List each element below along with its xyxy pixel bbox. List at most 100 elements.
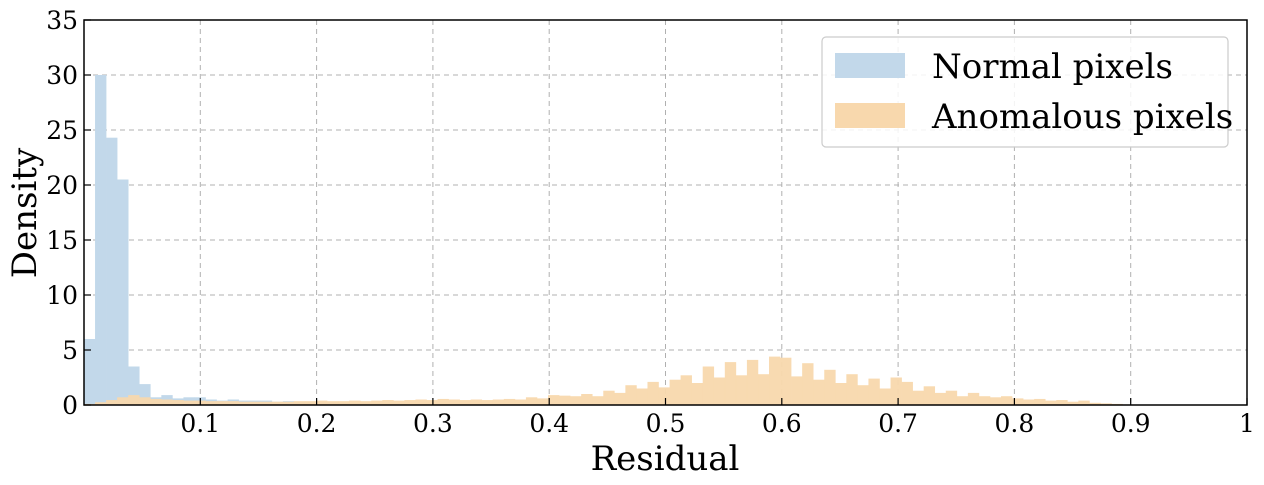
histogram-bar	[525, 397, 538, 405]
histogram-bar	[835, 383, 847, 405]
legend-label-normal: Normal pixels	[932, 47, 1173, 87]
x-tick-label: 0.1	[180, 409, 220, 438]
histogram-bar	[724, 362, 737, 405]
histogram-bar	[415, 399, 427, 405]
histogram-bar	[470, 399, 483, 405]
histogram-bar	[172, 400, 184, 405]
histogram-bar	[1089, 402, 1101, 405]
histogram-bar	[514, 399, 527, 405]
x-axis-title: Residual	[591, 439, 740, 479]
histogram-bar	[150, 398, 162, 405]
axis-tick-labels: 0.1 0.2 0.3 0.4 0.5 0.6 0.7 0.8 0.9 1051015202530…	[46, 6, 1255, 438]
histogram-bar	[84, 339, 96, 405]
histogram-bar	[857, 385, 869, 405]
histogram-bar	[846, 374, 858, 405]
histogram-bar	[945, 390, 958, 405]
histogram-bar	[216, 401, 228, 405]
y-axis-title: Density	[5, 147, 45, 278]
x-tick-label: 0.7	[878, 409, 918, 438]
legend-box	[821, 36, 1229, 148]
series-anomalous	[84, 356, 1134, 405]
histogram-bar	[735, 375, 748, 405]
x-tick-label: 0.3	[413, 409, 453, 438]
histogram-bar	[393, 400, 405, 405]
histogram-bar	[680, 375, 692, 405]
legend-swatch-normal	[835, 53, 905, 78]
histogram-bar	[106, 137, 118, 405]
histogram-bar	[780, 357, 792, 405]
legend-swatch-anomalous	[835, 103, 905, 128]
histogram-bar	[989, 397, 1002, 405]
histogram-bar	[603, 390, 615, 405]
histogram-bar	[802, 363, 814, 405]
histogram-bar	[1078, 400, 1090, 405]
histogram-bar	[592, 396, 604, 405]
histogram-bar	[271, 401, 284, 405]
y-tick-label: 5	[62, 336, 78, 365]
histogram-bar	[1023, 399, 1035, 405]
histogram-bar	[161, 399, 173, 405]
histogram-bar	[349, 400, 361, 405]
x-tick-label: 1	[1239, 409, 1255, 438]
histogram-bar	[713, 377, 726, 405]
histogram-bar	[536, 398, 549, 405]
histogram-bar	[570, 396, 582, 405]
y-tick-label: 15	[46, 226, 78, 255]
y-tick-label: 25	[46, 116, 78, 145]
histogram-bar	[967, 392, 980, 405]
y-tick-label: 35	[46, 6, 78, 35]
histogram-bar	[128, 395, 140, 405]
histogram-bar	[769, 356, 781, 405]
histogram-bar	[95, 402, 107, 405]
y-tick-label: 0	[62, 391, 78, 420]
histogram-bar	[890, 377, 902, 405]
histogram-bar	[1034, 398, 1046, 405]
histogram-bar	[879, 388, 891, 405]
histogram-bar	[1056, 400, 1068, 405]
x-tick-label: 0.6	[762, 409, 802, 438]
x-tick-label: 0.9	[1111, 409, 1151, 438]
histogram-bar	[183, 400, 195, 405]
histogram-bar	[548, 395, 560, 405]
histogram-bar	[338, 401, 350, 405]
histogram-bar	[614, 392, 626, 405]
histogram-bar	[139, 384, 151, 405]
histogram-bar	[978, 396, 991, 405]
histogram-bar	[459, 400, 471, 405]
x-tick-label: 0.4	[529, 409, 569, 438]
axis-ticks	[84, 19, 1248, 406]
histogram-bar	[813, 379, 825, 405]
histogram-bar	[757, 374, 770, 405]
histogram-bar	[647, 381, 659, 405]
histogram-bar	[1045, 400, 1057, 405]
histogram-bar	[868, 378, 880, 405]
y-tick-label: 20	[46, 171, 78, 200]
histogram-bar	[1067, 401, 1079, 405]
histogram-bar	[316, 400, 328, 405]
histogram-bar	[238, 401, 251, 405]
histogram-bar	[282, 401, 295, 405]
histogram-bar	[404, 400, 416, 405]
histogram-bar	[746, 359, 759, 405]
histogram-bar	[581, 394, 593, 405]
histogram-bar	[824, 369, 836, 405]
histogram-bars	[84, 75, 1134, 405]
histogram-bar	[658, 387, 670, 405]
histogram-bar	[371, 400, 383, 405]
histogram-bar	[117, 397, 129, 405]
histogram-bar	[481, 400, 494, 405]
histogram-bar	[360, 401, 372, 405]
histogram-bar	[293, 401, 306, 405]
histogram-bar	[260, 401, 273, 405]
histogram-bar	[437, 398, 449, 405]
histogram-bar	[669, 379, 681, 405]
histogram-bar	[559, 395, 571, 405]
histogram-bar	[426, 400, 438, 405]
histogram-bar	[1012, 398, 1024, 405]
histogram-bar	[923, 386, 936, 405]
histogram-bar	[934, 392, 947, 405]
histogram-bar	[492, 399, 505, 405]
histogram-bar	[128, 366, 140, 405]
y-tick-label: 30	[46, 61, 78, 90]
